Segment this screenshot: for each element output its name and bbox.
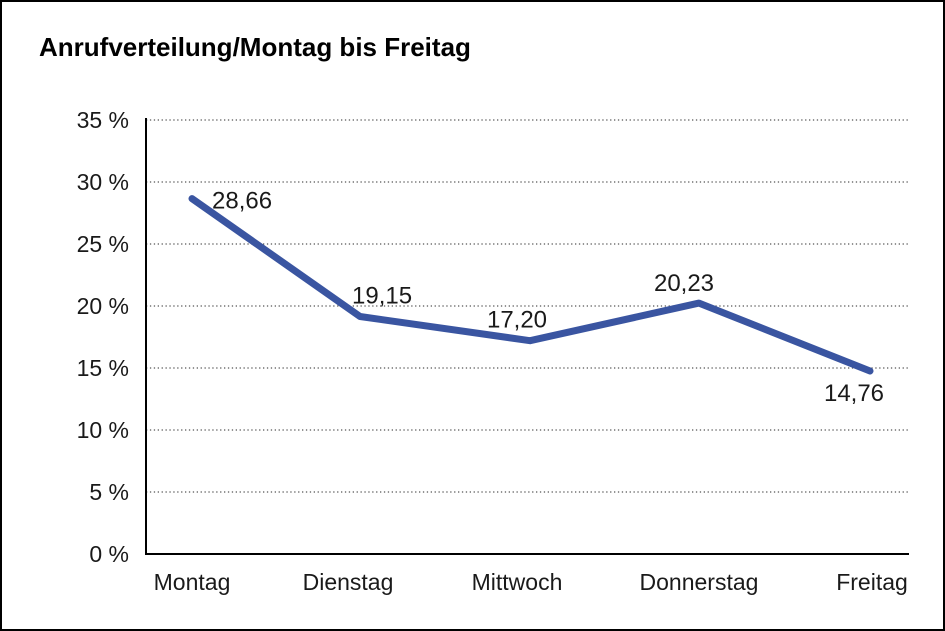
data-point-label: 20,23 [654,270,714,297]
y-tick-label: 15 % [77,355,129,381]
x-category-label: Mittwoch [472,569,563,595]
axes [145,118,909,555]
chart-title: Anrufverteilung/Montag bis Freitag [39,32,471,62]
y-tick-label: 35 % [77,107,129,133]
y-axis-tick-labels: 0 % 5 % 10 % 15 % 20 % 25 % 30 % 35 % [77,107,129,567]
x-category-label: Donnerstag [640,569,759,595]
data-point-labels: 28,66 19,15 17,20 20,23 14,76 [212,188,884,407]
gridlines [146,119,909,493]
x-category-label: Freitag [836,569,908,595]
data-point-label: 28,66 [212,188,272,215]
y-tick-label: 20 % [77,293,129,319]
series-polyline [188,195,874,375]
data-series-line [188,195,874,375]
y-tick-label: 25 % [77,231,129,257]
data-point-label: 14,76 [824,380,884,407]
data-point-label: 17,20 [487,307,547,334]
x-axis-category-labels: Montag Dienstag Mittwoch Donnerstag Freitag [154,569,908,595]
y-tick-label: 10 % [77,417,129,443]
y-tick-label: 5 % [89,479,129,505]
x-category-label: Montag [154,569,231,595]
x-category-label: Dienstag [303,569,394,595]
y-tick-label: 0 % [89,541,129,567]
y-tick-label: 30 % [77,169,129,195]
data-point-label: 19,15 [352,283,412,310]
